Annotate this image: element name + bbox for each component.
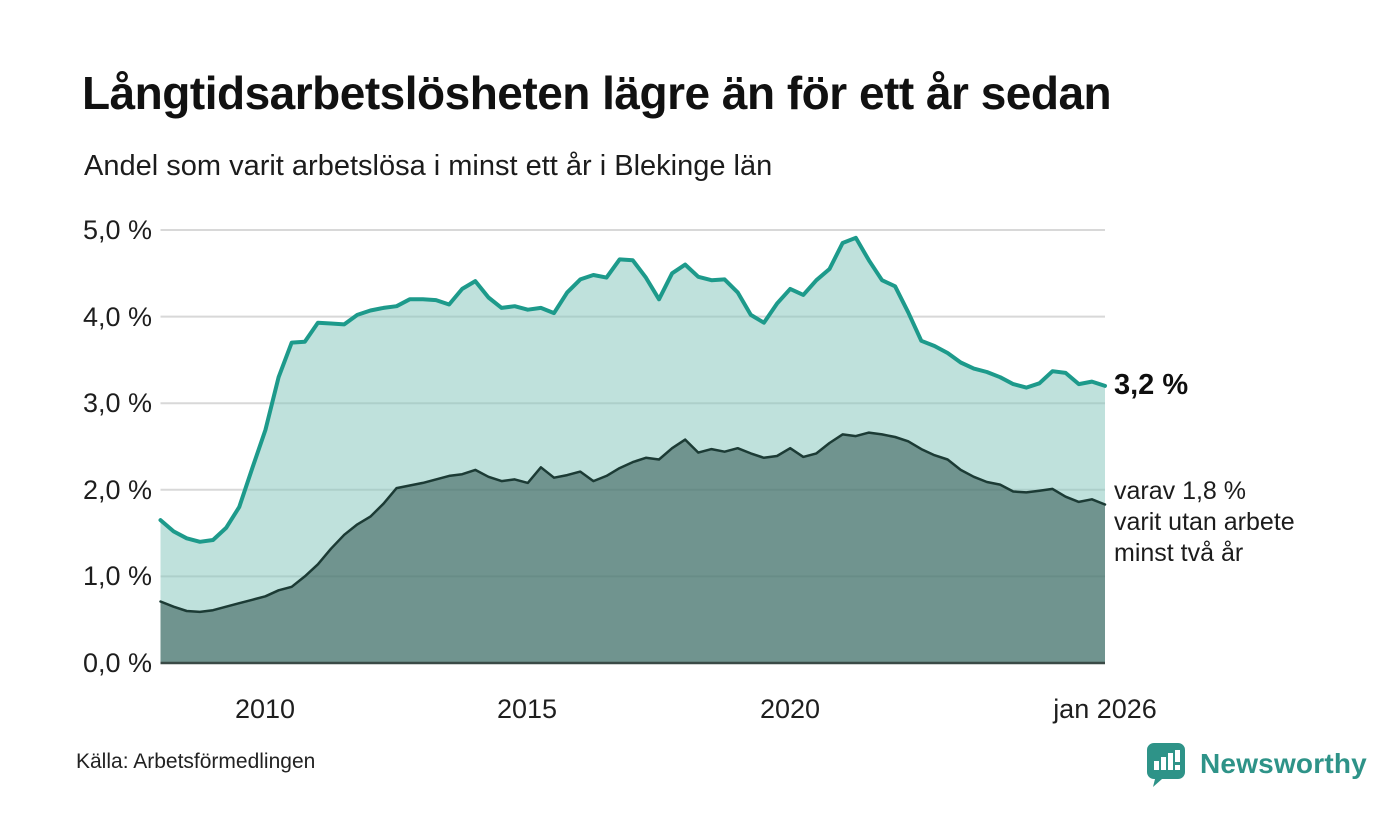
x-tick-label-jan2026: jan 2026: [1053, 694, 1157, 724]
brand-lockup: Newsworthy: [1146, 742, 1367, 788]
secondary-series-annotation: varav 1,8 % varit utan arbete minst två …: [1114, 476, 1295, 569]
series-line-2: [159, 431, 1107, 614]
series-area-2: [160, 432, 1105, 663]
newsworthy-logo-icon: [1146, 742, 1186, 788]
page-title: Långtidsarbetslösheten lägre än för ett …: [82, 67, 1112, 119]
brand-wordmark: Newsworthy: [1200, 748, 1367, 779]
bar-2: [1161, 757, 1166, 770]
annotation-line-3: minst två år: [1114, 539, 1244, 567]
source-credit: Källa: Arbetsförmedlingen: [76, 750, 316, 773]
series-line-1: [158, 235, 1107, 544]
x-tick-label-2010: 2010: [234, 694, 296, 724]
y-tick-label-2: 2,0 %: [82, 475, 152, 505]
page-subtitle: Andel som varit arbetslösa i minst ett å…: [84, 150, 773, 182]
exclamation-bar: [1175, 750, 1180, 762]
x-tick-label-2015: 2015: [496, 694, 558, 724]
y-tick-label-0: 0,0 %: [82, 648, 152, 678]
x-tick-label-2020: 2020: [759, 694, 821, 724]
exclamation-dot: [1175, 765, 1180, 770]
y-tick-label-3: 3,0 %: [82, 388, 152, 418]
bar-1: [1154, 761, 1159, 770]
annotation-line-2: varit utan arbete: [1114, 508, 1295, 536]
y-tick-label-4: 4,0 %: [82, 302, 152, 332]
annotation-line-1: varav 1,8 %: [1114, 477, 1247, 505]
y-tick-label-1: 1,0 %: [82, 561, 152, 591]
y-tick-label-5: 5,0 %: [82, 215, 152, 245]
latest-value-label: 3,2 %: [1114, 369, 1189, 401]
bar-3: [1168, 753, 1173, 770]
